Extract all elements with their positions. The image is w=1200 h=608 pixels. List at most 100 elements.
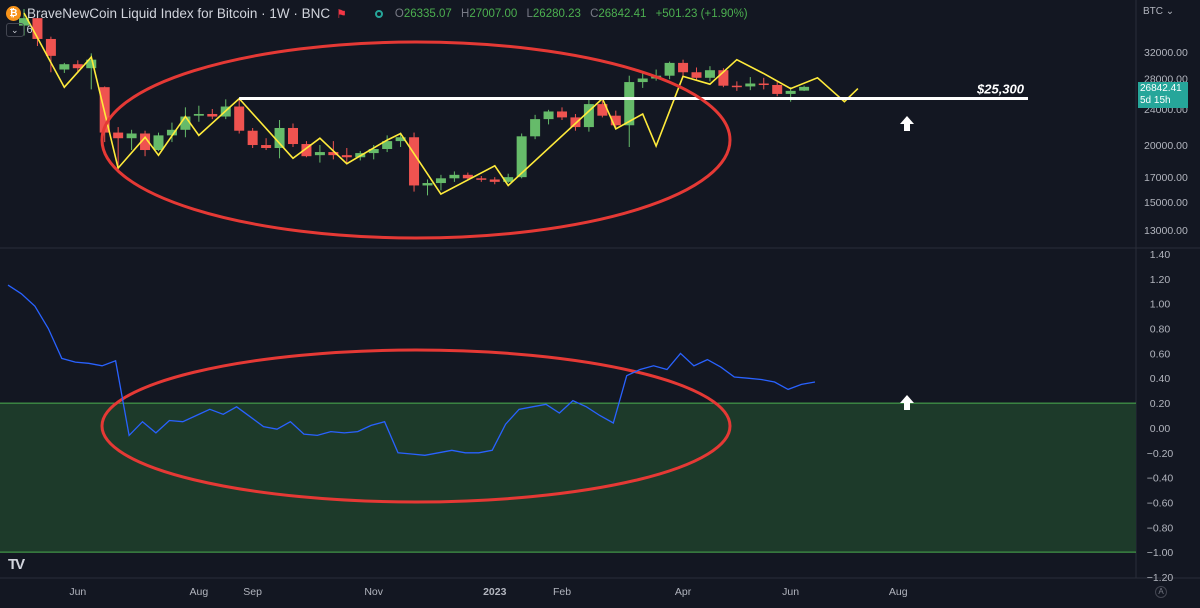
flag-icon[interactable]: ⚑ [336, 6, 347, 21]
candle-body [637, 78, 648, 83]
candle [610, 110, 621, 129]
candle [45, 36, 56, 73]
candle-body [597, 104, 608, 116]
oscillator-tick-label: 0.40 [1150, 373, 1171, 385]
time-tick-label: Sep [243, 586, 262, 598]
candle-body [557, 111, 567, 118]
time-tick-label: Apr [675, 586, 692, 598]
candle [678, 59, 689, 78]
candle-body [153, 135, 164, 151]
candle [395, 132, 406, 148]
candle-body [422, 183, 433, 186]
candle-body [301, 144, 312, 157]
candle-body [314, 152, 325, 156]
candle-body [247, 130, 258, 146]
oscillator-zone [0, 403, 1136, 553]
candle [247, 127, 258, 149]
candle [637, 72, 648, 88]
candle [489, 177, 500, 185]
price-tick-label: 17000.00 [1144, 172, 1188, 184]
candle-body [193, 113, 204, 116]
chart-header: ₿ BraveNewCoin Liquid Index for Bitcoin … [6, 6, 754, 21]
candle-body [274, 127, 285, 149]
candle [745, 77, 756, 91]
candle-body [45, 38, 56, 56]
symbol-title[interactable]: BraveNewCoin Liquid Index for Bitcoin · … [27, 6, 331, 21]
candle [193, 105, 204, 122]
oscillator-tick-label: 1.20 [1150, 274, 1171, 286]
indicator-count: 6 [26, 24, 33, 36]
oscillator-tick-label: 0.20 [1150, 398, 1171, 410]
oscillator-line [7, 284, 816, 456]
oscillator-tick-label: 0.80 [1150, 324, 1171, 336]
candle-body [288, 127, 298, 145]
candle [166, 122, 177, 143]
last-price-value: 26842.41 [1140, 83, 1182, 94]
candle-body [664, 62, 675, 76]
oscillator-tick-label: 0.00 [1150, 423, 1171, 435]
time-tick-label: Jun [782, 586, 799, 598]
candle-body [530, 119, 541, 137]
oscillator-tick-label: −0.40 [1147, 473, 1174, 485]
oscillator-tick-label: −1.00 [1147, 547, 1174, 559]
candle [140, 130, 151, 157]
candle-body [234, 106, 245, 131]
price-highlight-ellipse [100, 40, 732, 240]
candle-body [328, 152, 339, 156]
candle-body [207, 113, 218, 117]
candle [59, 62, 70, 73]
candle [449, 171, 460, 182]
candle [220, 99, 231, 120]
oscillator-highlight-ellipse [100, 348, 732, 504]
tradingview-logo[interactable]: TV [8, 556, 25, 573]
bitcoin-icon[interactable]: ₿ [6, 6, 21, 21]
candle [597, 100, 608, 118]
candle-body [86, 59, 97, 69]
candle-body [449, 174, 460, 179]
candle-body [341, 155, 352, 158]
candle [772, 82, 783, 97]
change-value: +501.23 (+1.90%) [655, 7, 748, 20]
currency-label[interactable]: BTC ⌄ [1143, 6, 1175, 17]
candle [382, 135, 393, 153]
candle-body [19, 18, 29, 26]
candle [462, 172, 473, 180]
indicator-toggle[interactable]: ⌄ 6 [6, 23, 33, 37]
candle-body [624, 82, 635, 126]
oscillator-tick-label: 0.60 [1150, 348, 1171, 360]
candle [409, 132, 420, 192]
candle [126, 129, 137, 151]
time-tick-label: Jun [69, 586, 86, 598]
candle [624, 75, 635, 148]
candle-body [126, 133, 137, 139]
chevron-down-icon[interactable]: ⌄ [6, 23, 24, 37]
candle-body [166, 129, 177, 136]
oscillator-tick-label: 1.00 [1150, 299, 1171, 311]
candle-body [516, 136, 527, 178]
candle-body [140, 133, 151, 151]
chevron-down-icon: ⌄ [1165, 6, 1175, 17]
candle [583, 99, 594, 132]
last-price-tag: 26842.41 5d 15h [1138, 82, 1188, 108]
price-tick-label: 13000.00 [1144, 225, 1188, 237]
time-tick-label: 2023 [483, 586, 507, 598]
up-arrow-icon [900, 116, 914, 131]
candle [516, 133, 527, 179]
zigzag-line [23, 12, 859, 196]
oscillator-tick-label: −1.20 [1147, 572, 1174, 584]
candle [799, 85, 810, 92]
candle-body [745, 83, 756, 87]
candle [476, 175, 487, 182]
candle [153, 132, 164, 152]
price-tick-label: 20000.00 [1144, 140, 1188, 152]
auto-scale-button[interactable]: A [1155, 586, 1167, 598]
candle-body [503, 177, 514, 182]
candle [731, 81, 742, 91]
candle-body [758, 83, 769, 86]
candle [664, 61, 675, 80]
candle [704, 66, 715, 82]
candle-body [731, 85, 742, 88]
oscillator-tick-label: 1.40 [1150, 249, 1171, 261]
candle-body [610, 115, 621, 126]
